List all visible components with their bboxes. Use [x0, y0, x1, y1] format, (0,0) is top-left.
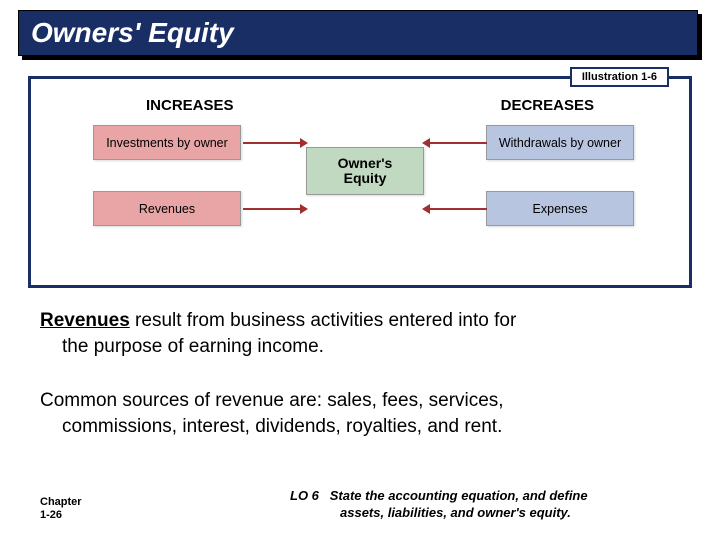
diagram: INCREASES DECREASES Investments by owner… — [31, 79, 689, 285]
lo-text-a: State the accounting equation, and defin… — [330, 488, 588, 503]
para1-text-b: the purpose of earning income. — [40, 334, 680, 360]
arrow-icon — [429, 208, 487, 210]
paragraph-revenues: Revenues result from business activities… — [40, 308, 680, 359]
box-investments: Investments by owner — [93, 125, 241, 160]
arrow-icon — [243, 208, 301, 210]
title-front: Owners' Equity — [18, 10, 698, 56]
chapter-number: 1-26 — [40, 509, 62, 521]
box-owners-equity: Owner's Equity — [306, 147, 424, 195]
chapter-word: Chapter — [40, 496, 82, 508]
paragraph-sources: Common sources of revenue are: sales, fe… — [40, 388, 680, 439]
arrow-icon — [429, 142, 487, 144]
title-bar: Owners' Equity — [18, 10, 702, 60]
center-line1: Owner's — [338, 156, 393, 171]
center-line2: Equity — [344, 171, 387, 186]
learning-objective: LO 6 State the accounting equation, and … — [290, 488, 700, 522]
para2-text-a: Common sources of revenue are: sales, fe… — [40, 390, 504, 411]
decreases-header: DECREASES — [501, 97, 594, 114]
chapter-label: Chapter 1-26 — [40, 496, 82, 522]
page-title: Owners' Equity — [31, 17, 234, 49]
box-withdrawals: Withdrawals by owner — [486, 125, 634, 160]
revenues-keyword: Revenues — [40, 310, 130, 331]
para2-text-b: commissions, interest, dividends, royalt… — [40, 414, 680, 440]
arrow-icon — [243, 142, 301, 144]
lo-text-b: assets, liabilities, and owner's equity. — [290, 505, 571, 522]
lo-number: LO 6 — [290, 488, 319, 503]
diagram-frame: Illustration 1-6 INCREASES DECREASES Inv… — [28, 76, 692, 288]
box-expenses: Expenses — [486, 191, 634, 226]
para1-text-a: result from business activities entered … — [130, 310, 517, 331]
box-revenues: Revenues — [93, 191, 241, 226]
increases-header: INCREASES — [146, 97, 234, 114]
